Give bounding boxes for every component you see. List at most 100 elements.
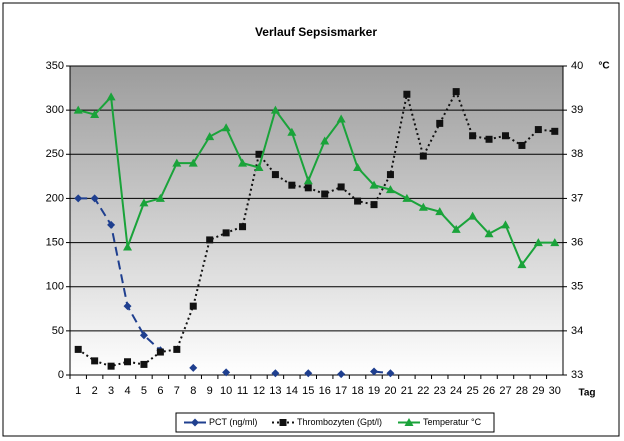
y-tick-label: 300 (46, 104, 64, 116)
series-marker (551, 127, 559, 135)
y-tick-label: 250 (46, 148, 64, 160)
x-tick-label: 17 (335, 385, 347, 397)
x-tick-label: 13 (269, 385, 281, 397)
series-marker (354, 197, 362, 205)
series-marker (91, 357, 99, 365)
y2-tick-label: 36 (571, 236, 583, 248)
y-tick-label: 150 (46, 236, 64, 248)
plot-area (70, 66, 563, 375)
series-marker (304, 369, 313, 378)
x-tick-label: 16 (319, 385, 331, 397)
series-marker (172, 158, 182, 167)
series-marker (189, 302, 197, 310)
y2-tick-label: 39 (571, 104, 583, 116)
series-marker (238, 158, 248, 167)
legend-marker (191, 418, 199, 427)
series-marker (271, 171, 279, 179)
x-axis-label: Tag (578, 388, 595, 399)
series-marker (73, 105, 83, 114)
y2-tick-label: 35 (571, 281, 583, 293)
series-marker (518, 141, 526, 149)
series-marker (336, 114, 346, 123)
legend-marker (404, 418, 414, 426)
series-marker (452, 88, 460, 96)
series-marker (534, 126, 542, 134)
series-marker (140, 360, 148, 368)
series-marker (222, 368, 231, 377)
x-tick-label: 26 (483, 385, 495, 397)
series-marker (303, 176, 313, 185)
x-tick-label: 18 (351, 385, 363, 397)
x-tick-label: 22 (417, 385, 429, 397)
series-marker (271, 369, 280, 378)
y-tick-label: 350 (46, 60, 64, 72)
series-marker (107, 220, 116, 229)
series-marker (337, 370, 346, 379)
series-marker (386, 369, 395, 378)
series-marker (484, 229, 494, 238)
series-marker (139, 331, 148, 340)
series-marker (402, 193, 412, 202)
series-marker (370, 367, 379, 376)
series-marker (435, 207, 445, 216)
x-tick-label: 11 (237, 385, 248, 397)
x-tick-label: 25 (466, 385, 478, 397)
y-tick-label: 0 (58, 369, 64, 381)
x-tick-label: 2 (92, 385, 98, 397)
x-tick-label: 27 (499, 385, 511, 397)
x-tick-label: 5 (141, 385, 147, 397)
y2-axis-label: °C (598, 61, 609, 72)
legend-label: Temperatur °C (423, 417, 482, 427)
series-marker (370, 201, 378, 209)
series-marker (353, 163, 363, 172)
series-marker (188, 158, 198, 167)
series-marker (386, 171, 394, 179)
series-marker (304, 184, 312, 192)
series-marker (418, 202, 428, 211)
y2-tick-label: 34 (571, 325, 583, 337)
y2-tick-label: 33 (571, 369, 583, 381)
series-marker (206, 236, 214, 244)
series-marker (419, 152, 427, 160)
y2-tick-label: 38 (571, 148, 583, 160)
x-tick-label: 8 (190, 385, 196, 397)
legend-box (175, 412, 495, 433)
series-marker (74, 345, 82, 353)
x-tick-label: 21 (401, 385, 413, 397)
x-tick-label: 20 (384, 385, 396, 397)
series-marker (90, 110, 100, 119)
x-tick-label: 7 (174, 385, 180, 397)
series-marker (337, 183, 345, 191)
series-marker (255, 150, 263, 158)
x-tick-label: 4 (124, 385, 130, 397)
x-tick-label: 28 (516, 385, 528, 397)
x-tick-label: 10 (220, 385, 232, 397)
series-marker (123, 242, 133, 251)
x-tick-label: 3 (108, 385, 114, 397)
series-marker (106, 92, 116, 101)
series-marker (469, 132, 477, 140)
x-tick-label: 1 (75, 385, 81, 397)
series-marker (468, 211, 478, 220)
series-marker (155, 193, 165, 202)
series-marker (369, 180, 379, 189)
series-marker (403, 90, 411, 98)
series-marker (501, 132, 509, 140)
y-tick-label: 50 (52, 325, 64, 337)
series-marker (436, 119, 444, 127)
series-marker (139, 198, 149, 207)
legend-marker (279, 419, 287, 426)
series-marker (287, 127, 297, 136)
x-tick-label: 9 (207, 385, 213, 397)
x-tick-label: 29 (532, 385, 544, 397)
series-marker (222, 229, 230, 237)
series-marker (189, 363, 198, 372)
y2-tick-label: 40 (571, 60, 583, 72)
series-marker (533, 238, 543, 247)
series-marker (288, 181, 296, 189)
series-marker (90, 194, 99, 203)
series-marker (451, 224, 461, 233)
x-tick-label: 12 (253, 385, 265, 397)
x-tick-label: 15 (302, 385, 314, 397)
